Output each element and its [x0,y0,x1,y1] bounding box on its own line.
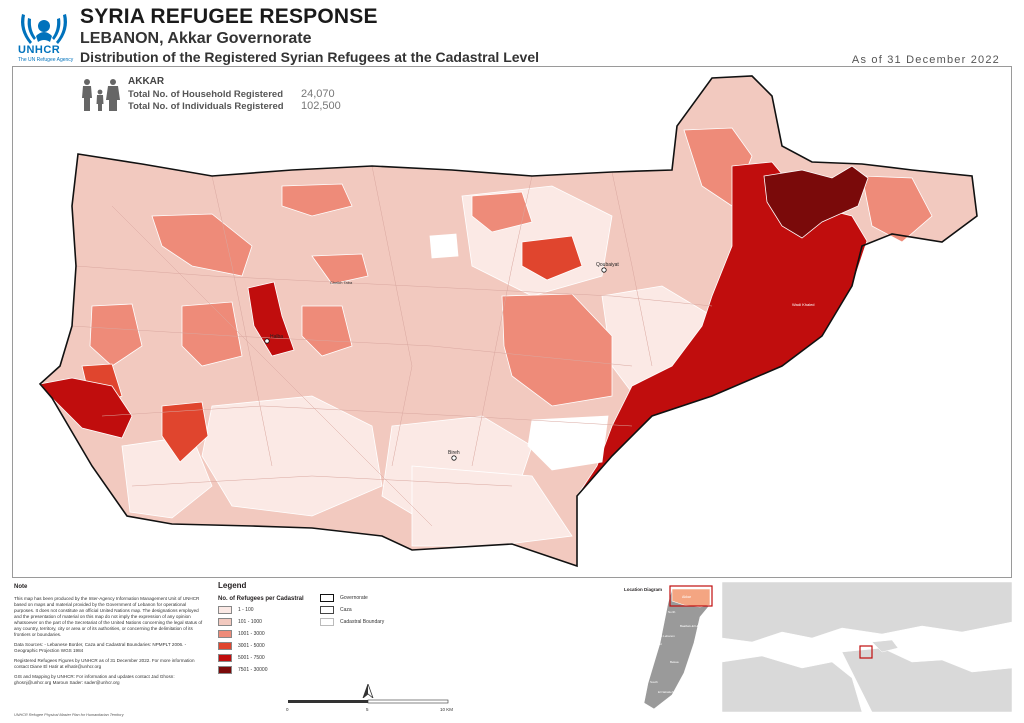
svg-text:Mount Lebanon: Mount Lebanon [654,634,675,638]
note-title: Note [14,584,28,590]
footer-credit: UNHCR Refugee Physical Master Plan for H… [14,713,124,717]
svg-text:Baalbek-El Hermel: Baalbek-El Hermel [680,624,705,628]
north-arrow-icon [362,684,374,698]
svg-text:Beirut: Beirut [654,642,662,646]
label-bireh: Bireh [448,450,460,456]
legend-class: 1001 - 3000 [218,630,318,638]
label-qoubaiyat: Qoubaiyat [596,262,619,268]
district-mid-9 [89,303,143,367]
households-value: 24,070 [301,88,335,100]
district-vhigh-coast [39,377,133,439]
district-nodata-1 [527,415,609,471]
district-vhigh-halba [247,281,295,357]
svg-text:10 KM: 10 KM [440,707,453,712]
page-title: SYRIA REFUGEE RESPONSE [80,5,378,28]
svg-text:Bekaa: Bekaa [670,660,679,664]
legend-class: 1 - 100 [218,606,318,614]
location-diagram-title: Location Diagram [624,587,663,592]
svg-text:0: 0 [286,707,289,712]
legend-caza: Caza [320,606,410,615]
district-mid-4 [501,293,613,407]
note-body: This map has been produced by the Inter-… [14,596,204,690]
district-high-2 [161,401,209,463]
svg-text:South: South [650,680,658,684]
family-icon [82,79,120,111]
district-mid-1 [151,213,253,277]
city-marker-qoubaiyat [601,267,607,273]
unhcr-logo [21,14,67,44]
district-mid-3 [471,191,533,233]
summary-area-name: AKKAR [128,76,165,87]
map-description: Distribution of the Registered Syrian Re… [80,49,539,65]
svg-text:North: North [668,610,676,614]
district-mid-8 [861,175,933,243]
choropleth-map[interactable]: Halba Qoubaiyat Bireh Cheikh Taba Wadi K… [12,66,1012,578]
legend-class: 5001 - 7500 [218,654,318,662]
district-mid-2 [281,183,353,217]
households-label: Total No. of Household Registered [128,89,283,100]
legend-subtitle: No. of Refugees per Cadastral [218,596,304,602]
svg-text:El Nabatieh: El Nabatieh [658,690,674,694]
lebanon-location-map: Akkar North Baalbek-El Hermel Mount Leba… [643,585,713,710]
district-mid-6 [181,301,243,367]
legend-class: 3001 - 5000 [218,642,318,650]
legend-cadastral: Cadastral Boundary [320,618,410,627]
city-marker-bireh [451,455,457,461]
note-paragraph: Registered Refugees Figures by UNHCR as … [14,658,195,669]
district-light-5 [411,465,573,547]
note-paragraph: GIS and Mapping by UNHCR: For informatio… [14,674,175,685]
world-inset-map [722,582,1012,712]
district-light-1 [201,395,383,517]
logo-wordmark: UNHCR [18,44,61,56]
svg-text:5: 5 [366,707,369,712]
scale-bar: 0 5 10 KM [286,699,453,712]
legend-governorate: Governorate [320,594,410,603]
label-halba: Halba [270,334,283,340]
legend-title: Legend [218,581,247,590]
district-mid-5 [301,305,353,357]
district-mid-10 [311,253,369,285]
page-subtitle: LEBANON, Akkar Governorate [80,30,312,47]
legend-class: 7501 - 30000 [218,666,318,674]
district-max [763,165,869,239]
individuals-label: Total No. of Individuals Registered [128,101,284,112]
individuals-value: 102,500 [301,100,341,112]
as-of-date: As of 31 December 2022 [851,54,1000,66]
city-marker-halba [264,338,270,344]
district-high-1 [521,235,583,281]
svg-text:Akkar: Akkar [682,595,692,599]
note-paragraph: Data Sources: - Lebanese Border, Caza an… [14,642,187,653]
district-nodata-2 [429,233,459,259]
label-cheikh: Cheikh Taba [330,280,353,285]
logo-tagline: The UN Refugee Agency [18,57,74,63]
label-wadi-khaled: Wadi Khaled [792,302,815,307]
note-paragraph: This map has been produced by the Inter-… [14,596,203,637]
legend-class: 101 - 1000 [218,618,318,626]
